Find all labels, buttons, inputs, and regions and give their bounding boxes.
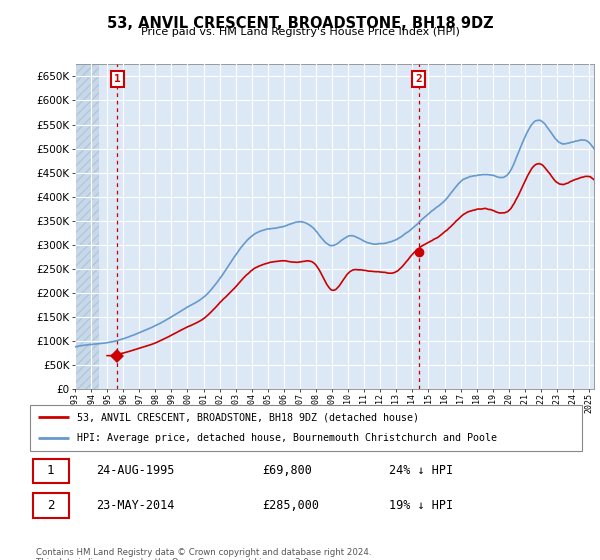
Text: £285,000: £285,000 xyxy=(262,499,319,512)
Text: 53, ANVIL CRESCENT, BROADSTONE, BH18 9DZ (detached house): 53, ANVIL CRESCENT, BROADSTONE, BH18 9DZ… xyxy=(77,412,419,422)
Text: 2: 2 xyxy=(47,499,54,512)
FancyBboxPatch shape xyxy=(33,459,68,483)
Text: 53, ANVIL CRESCENT, BROADSTONE, BH18 9DZ: 53, ANVIL CRESCENT, BROADSTONE, BH18 9DZ xyxy=(107,16,493,31)
Text: £69,800: £69,800 xyxy=(262,464,312,478)
Text: HPI: Average price, detached house, Bournemouth Christchurch and Poole: HPI: Average price, detached house, Bour… xyxy=(77,433,497,444)
Text: Price paid vs. HM Land Registry's House Price Index (HPI): Price paid vs. HM Land Registry's House … xyxy=(140,27,460,37)
FancyBboxPatch shape xyxy=(33,493,68,518)
Text: 24% ↓ HPI: 24% ↓ HPI xyxy=(389,464,453,478)
Text: 19% ↓ HPI: 19% ↓ HPI xyxy=(389,499,453,512)
Text: 2: 2 xyxy=(415,74,422,84)
Text: 24-AUG-1995: 24-AUG-1995 xyxy=(96,464,175,478)
Text: 23-MAY-2014: 23-MAY-2014 xyxy=(96,499,175,512)
FancyBboxPatch shape xyxy=(30,405,582,451)
Text: 1: 1 xyxy=(114,74,121,84)
Text: 1: 1 xyxy=(47,464,54,478)
Text: Contains HM Land Registry data © Crown copyright and database right 2024.
This d: Contains HM Land Registry data © Crown c… xyxy=(36,548,371,560)
